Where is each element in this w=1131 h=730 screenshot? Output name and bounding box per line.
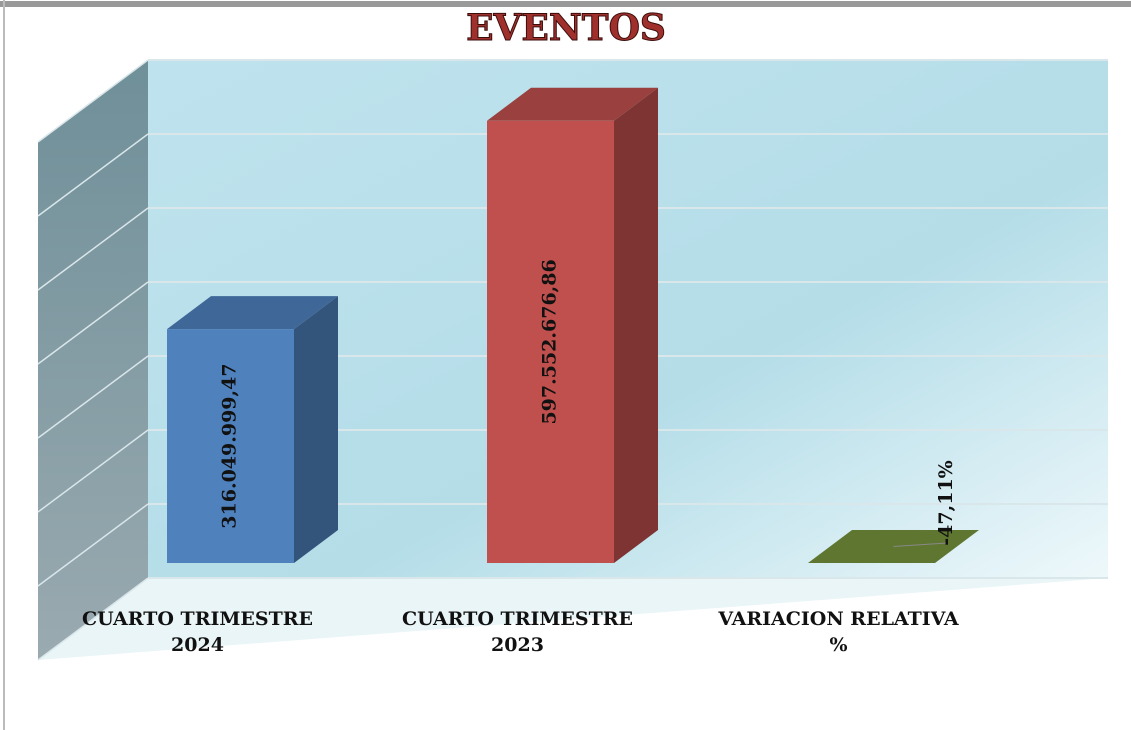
- x-tick-label: VARIACION RELATIVA %: [718, 608, 959, 656]
- bar-top: [167, 296, 338, 330]
- side-grid-line: [37, 207, 149, 291]
- side-grid-line: [37, 577, 149, 661]
- bar-top: [487, 87, 658, 121]
- side-grid-line: [37, 133, 149, 217]
- x-tick-label: CUARTO TRIMESTRE 2024: [81, 608, 314, 656]
- bar-side: [294, 296, 338, 563]
- side-grid-line: [37, 281, 149, 365]
- bar-side: [614, 87, 658, 563]
- side-grid-line: [37, 503, 149, 587]
- bar: [487, 120, 614, 563]
- bar: [167, 329, 294, 563]
- side-grid-line: [37, 59, 149, 143]
- leader-line: [893, 542, 948, 547]
- side-grid-line: [37, 355, 149, 439]
- x-tick-label: CUARTO TRIMESTRE 2023: [401, 608, 634, 656]
- side-wall: [38, 60, 148, 660]
- value-label: 597.552.676,86: [539, 259, 561, 424]
- chart-title: EVENTOS: [466, 7, 666, 49]
- floor: [38, 578, 1108, 660]
- value-label: -47,11%: [935, 460, 957, 545]
- value-label: 316.049.999,47: [219, 363, 241, 528]
- side-grid-line: [37, 429, 149, 513]
